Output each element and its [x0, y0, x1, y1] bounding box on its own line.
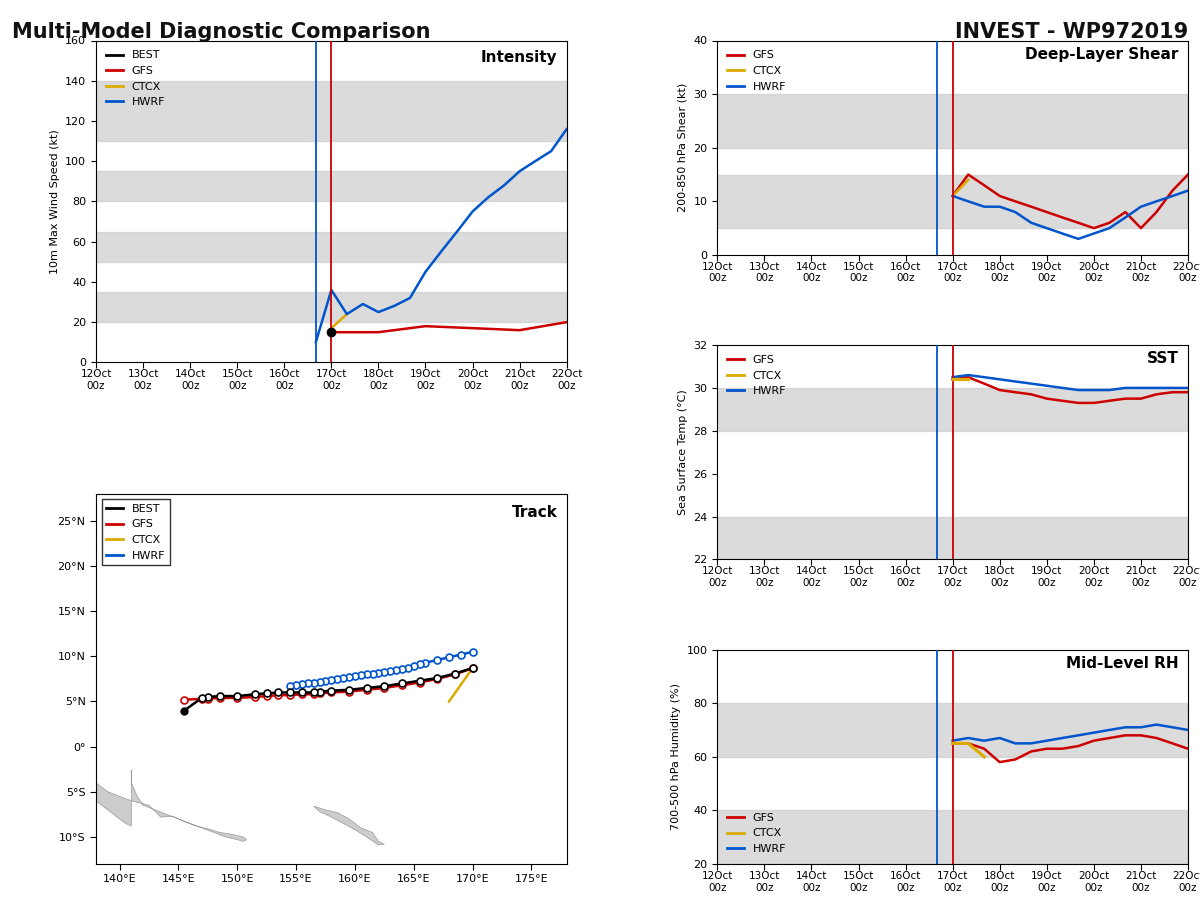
Bar	[718, 94, 1188, 148]
Polygon shape	[13, 765, 131, 826]
Y-axis label: Sea Surface Temp (°C): Sea Surface Temp (°C)	[678, 390, 688, 515]
Text: Deep-Layer Shear: Deep-Layer Shear	[1025, 47, 1178, 62]
Text: Mid-Level RH: Mid-Level RH	[1066, 656, 1178, 671]
Legend: GFS, CTCX, HWRF: GFS, CTCX, HWRF	[722, 351, 791, 400]
Legend: GFS, CTCX, HWRF: GFS, CTCX, HWRF	[722, 46, 791, 96]
Text: Track: Track	[511, 505, 557, 520]
Bar	[96, 231, 566, 262]
Legend: BEST, GFS, CTCX, HWRF: BEST, GFS, CTCX, HWRF	[102, 46, 169, 112]
Text: CIRA: CIRA	[28, 860, 68, 876]
Bar	[96, 292, 566, 322]
Polygon shape	[131, 770, 247, 842]
Text: SST: SST	[1147, 352, 1178, 366]
Bar	[718, 703, 1188, 757]
Legend: BEST, GFS, CTCX, HWRF: BEST, GFS, CTCX, HWRF	[102, 500, 169, 565]
Bar	[96, 171, 566, 202]
Y-axis label: 10m Max Wind Speed (kt): 10m Max Wind Speed (kt)	[49, 129, 60, 274]
Bar	[718, 810, 1188, 864]
Bar	[718, 175, 1188, 228]
Text: INVEST - WP972019: INVEST - WP972019	[955, 22, 1188, 42]
Polygon shape	[313, 806, 384, 845]
Legend: GFS, CTCX, HWRF: GFS, CTCX, HWRF	[722, 808, 791, 859]
Bar	[718, 517, 1188, 560]
Text: Multi-Model Diagnostic Comparison: Multi-Model Diagnostic Comparison	[12, 22, 431, 42]
Text: Intensity: Intensity	[481, 50, 557, 65]
Bar	[718, 388, 1188, 431]
Bar	[96, 81, 566, 141]
Y-axis label: 700-500 hPa Humidity (%): 700-500 hPa Humidity (%)	[671, 683, 682, 831]
Y-axis label: 200-850 hPa Shear (kt): 200-850 hPa Shear (kt)	[678, 83, 688, 212]
